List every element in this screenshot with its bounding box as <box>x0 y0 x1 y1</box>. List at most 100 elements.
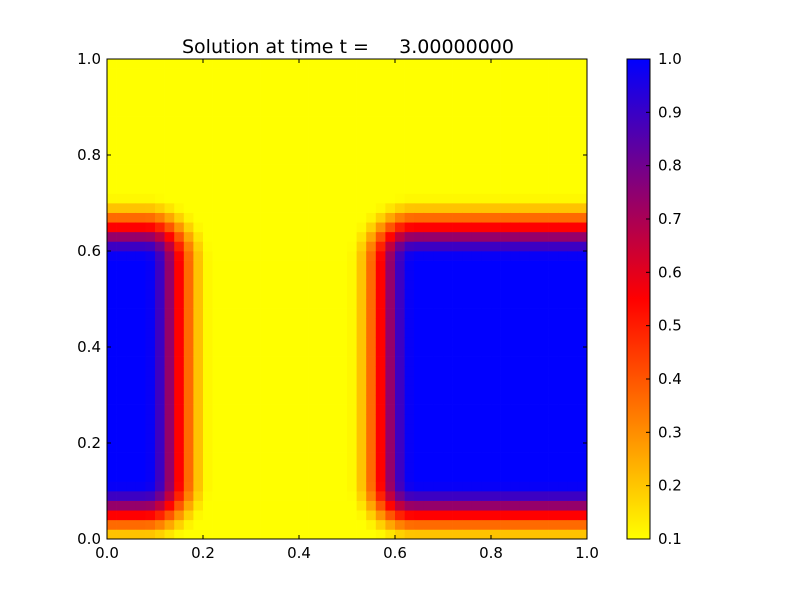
heatmap-cell <box>395 193 405 204</box>
heatmap-cell <box>135 155 146 165</box>
heatmap-cell <box>548 174 559 185</box>
heatmap-cell <box>183 135 194 146</box>
heatmap-cell <box>193 337 204 348</box>
heatmap-cell <box>279 308 290 319</box>
heatmap-cell <box>145 87 156 98</box>
heatmap-cell <box>222 241 233 252</box>
heatmap-cell <box>116 260 127 271</box>
heatmap-cell <box>577 270 588 281</box>
heatmap-cell <box>510 135 521 146</box>
heatmap-cell <box>183 174 194 185</box>
heatmap-cell <box>491 97 501 108</box>
heatmap-cell <box>395 279 405 290</box>
heatmap-cell <box>443 299 453 309</box>
heatmap-cell <box>107 462 117 473</box>
heatmap-cell <box>452 347 463 357</box>
heatmap-cell <box>471 327 482 338</box>
heatmap-cell <box>567 260 578 271</box>
heatmap-cell <box>366 279 377 290</box>
heatmap-cell <box>539 68 549 79</box>
heatmap-cell <box>337 366 348 377</box>
heatmap-cell <box>414 270 425 281</box>
heatmap-cell <box>423 337 434 348</box>
heatmap-cell <box>270 500 281 511</box>
heatmap-cell <box>404 481 415 492</box>
heatmap-cell <box>471 395 482 405</box>
heatmap-cell <box>270 174 281 185</box>
heatmap-cell <box>193 231 204 242</box>
heatmap-cell <box>203 510 213 521</box>
heatmap-cell <box>529 260 540 271</box>
heatmap-cell <box>308 231 319 242</box>
heatmap-cell <box>327 337 338 348</box>
heatmap-cell <box>404 491 415 501</box>
heatmap-cell <box>260 164 271 175</box>
heatmap-cell <box>116 462 127 473</box>
heatmap-cell <box>270 126 281 137</box>
heatmap-cell <box>337 308 348 319</box>
x-axis: 0.0 0.2 0.4 0.6 0.8 1.0 <box>95 59 599 562</box>
heatmap-cell <box>116 68 127 79</box>
heatmap-cell <box>558 337 569 348</box>
heatmap-cell <box>337 116 348 127</box>
heatmap-cell <box>558 308 569 319</box>
heatmap-cell <box>222 289 233 300</box>
heatmap-cell <box>145 299 156 309</box>
heatmap-cell <box>366 231 377 242</box>
heatmap-cell <box>481 385 492 396</box>
heatmap-cell <box>452 116 463 127</box>
heatmap-cell <box>251 183 261 194</box>
heatmap-cell <box>423 203 434 213</box>
heatmap-cell <box>222 347 233 357</box>
heatmap-cell <box>404 395 415 405</box>
heatmap-cell <box>107 433 117 444</box>
heatmap-cell <box>164 299 175 309</box>
heatmap-cell <box>241 423 252 434</box>
heatmap-cell <box>529 452 540 463</box>
heatmap-cell <box>203 87 213 98</box>
heatmap-cell <box>183 193 194 204</box>
heatmap-cell <box>510 366 521 377</box>
heatmap-cell <box>327 471 338 482</box>
heatmap-cell <box>462 222 473 233</box>
heatmap-cell <box>510 183 521 194</box>
heatmap-cell <box>471 212 482 223</box>
heatmap-cell <box>107 347 117 357</box>
heatmap-cell <box>289 68 300 79</box>
heatmap-cell <box>155 500 165 511</box>
heatmap-cell <box>135 183 146 194</box>
heatmap-cell <box>519 414 530 425</box>
heatmap-cell <box>471 529 482 540</box>
heatmap-cell <box>375 510 386 521</box>
heatmap-cell <box>327 414 338 425</box>
heatmap-cell <box>203 529 213 540</box>
heatmap-cell <box>519 116 530 127</box>
heatmap-cell <box>471 270 482 281</box>
heatmap-cell <box>116 299 127 309</box>
heatmap-cell <box>548 491 559 501</box>
heatmap-cell <box>577 241 588 252</box>
heatmap-cell <box>548 347 559 357</box>
heatmap-cell <box>404 251 415 261</box>
heatmap-cell <box>491 510 501 521</box>
heatmap-cell <box>529 404 540 415</box>
heatmap-cell <box>107 174 117 185</box>
heatmap-cell <box>462 481 473 492</box>
heatmap-cell <box>395 519 405 530</box>
heatmap-cell <box>423 222 434 233</box>
heatmap-cell <box>347 385 357 396</box>
heatmap-cell <box>491 289 501 300</box>
heatmap-cell <box>299 107 309 117</box>
heatmap-cell <box>145 395 156 405</box>
heatmap-cell <box>433 251 444 261</box>
heatmap-cell <box>260 462 271 473</box>
heatmap-cell <box>251 87 261 98</box>
heatmap-cell <box>548 155 559 165</box>
heatmap-cell <box>318 366 329 377</box>
chart-title: Solution at time t = 3.00000000 <box>182 36 514 58</box>
heatmap-cell <box>289 356 300 367</box>
heatmap-cell <box>308 452 319 463</box>
heatmap-cell <box>433 433 444 444</box>
heatmap-cell <box>164 222 175 233</box>
heatmap-cell <box>116 145 127 156</box>
